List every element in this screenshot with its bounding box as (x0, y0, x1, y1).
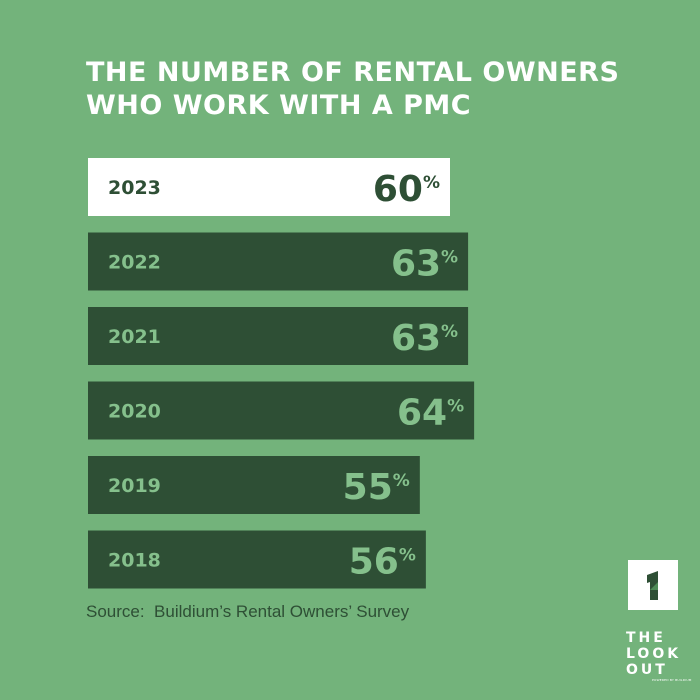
logo-tagline: POWERED BY BUILDIUM (652, 678, 692, 682)
bar-2022 (88, 232, 469, 291)
bar-group-2019: 2019 55% (88, 456, 420, 514)
value-label-2019: 55% (343, 467, 410, 508)
category-label-2021: 2021 (108, 326, 161, 348)
chart-title: THE NUMBER OF RENTAL OWNERS WHO WORK WIT… (86, 56, 666, 122)
lookout-logo-text: THE LOOK OUT (626, 630, 686, 678)
bar-2021 (88, 307, 469, 365)
logo-line-3: OUT (626, 662, 668, 678)
lookout-logo-box (628, 560, 678, 610)
bar-group-2018: 2018 56% (88, 530, 426, 589)
bar-group-2020: 2020 64% (88, 381, 475, 440)
bar-2020 (88, 381, 475, 440)
category-label-2022: 2022 (108, 252, 161, 274)
bar-group-2021: 2021 63% (88, 307, 469, 365)
category-label-2019: 2019 (108, 475, 161, 497)
chart-title-line-1: THE NUMBER OF RENTAL OWNERS (86, 57, 620, 88)
bar-2019 (88, 456, 420, 514)
category-label-2023: 2023 (108, 177, 161, 199)
logo-line-1: THE (626, 630, 666, 646)
category-label-2018: 2018 (108, 550, 161, 572)
logo-line-2: LOOK (626, 646, 682, 662)
bar-2023 (88, 158, 450, 216)
bar-group-2022: 2022 63% (88, 232, 469, 291)
chart-title-line-2: WHO WORK WITH A PMC (86, 90, 472, 121)
lookout-arrow-icon (647, 571, 658, 600)
source-note: Source: Buildium’s Rental Owners’ Survey (86, 602, 410, 621)
bar-2018 (88, 530, 426, 589)
bar-group-2023: 2023 60% (88, 158, 450, 216)
category-label-2020: 2020 (108, 401, 161, 423)
